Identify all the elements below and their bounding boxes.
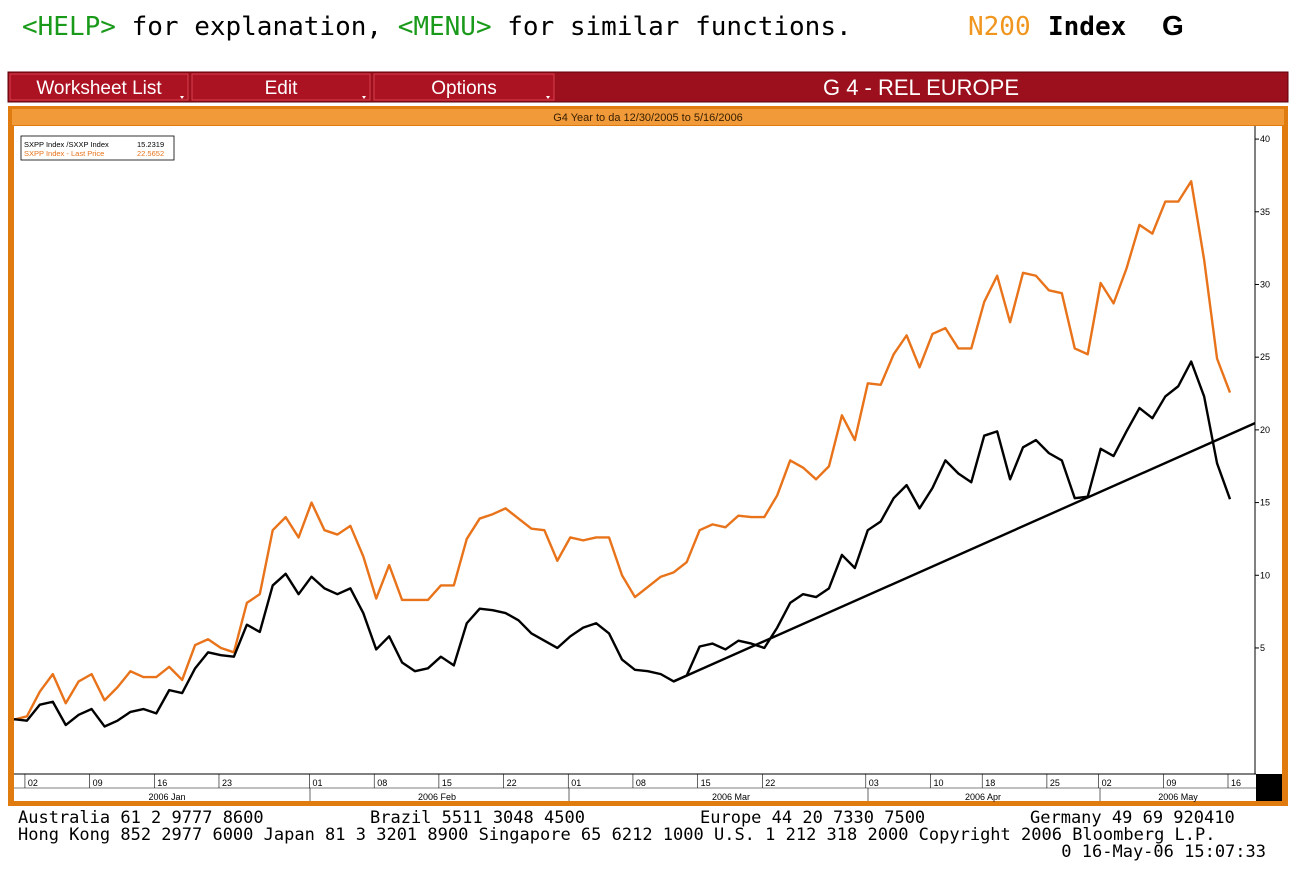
y-tick-label: 20	[1260, 425, 1270, 435]
x-tick-label: 15	[442, 778, 452, 788]
menu-button[interactable]	[191, 73, 371, 101]
yellow-key: Index	[1048, 12, 1126, 42]
help-key[interactable]: <HELP>	[22, 12, 116, 42]
menu-button-label[interactable]: Worksheet List	[36, 78, 162, 99]
trend-line	[673, 422, 1256, 683]
x-tick-label: 01	[313, 778, 323, 788]
plot: 5 10 15 20 25 30 35 40 02 09 16 23 01 08 15 22 01 08 15 22 0…	[13, 134, 1270, 802]
y-tick-label: 15	[1260, 498, 1270, 508]
y-tick-label: 30	[1260, 279, 1270, 289]
legend-value: 22.5652	[137, 149, 164, 158]
x-tick-label: 16	[157, 778, 167, 788]
month-label: 2006 Feb	[418, 792, 456, 802]
menu-text: for similar functions.	[492, 12, 852, 42]
legend	[20, 135, 175, 161]
x-tick-label: 01	[571, 778, 581, 788]
footer: Australia 61 2 9777 8600 Brazil 5511 3048…	[18, 808, 1266, 862]
x-tick-label: 02	[28, 778, 38, 788]
x-tick-label: 09	[93, 778, 103, 788]
help-line: <HELP> for explanation, <MENU> for simil…	[22, 12, 852, 42]
x-tick-label: 08	[636, 778, 646, 788]
y-tick-label: 35	[1260, 207, 1270, 217]
y-tick-label: 40	[1260, 134, 1270, 144]
x-tick-label: 03	[869, 778, 879, 788]
menu-button[interactable]	[373, 73, 555, 101]
legend-label: SXPP Index - Last Price	[24, 149, 104, 158]
timestamp: 0 16-May-06 15:07:33	[1061, 842, 1266, 862]
x-tick-label: 15	[701, 778, 711, 788]
month-label: 2006 May	[1158, 792, 1198, 802]
series-line	[13, 180, 1232, 721]
series-line	[13, 360, 1232, 728]
menu-key[interactable]: <MENU>	[398, 12, 492, 42]
legend-label: SXPP Index /SXXP Index	[24, 140, 109, 149]
month-label: 2006 Apr	[965, 792, 1001, 802]
footer-contact: Germany 49 69 920410	[1030, 808, 1235, 828]
corner-block	[1256, 774, 1282, 801]
ticker: N200	[968, 12, 1031, 42]
y-tick-label: 5	[1260, 643, 1265, 653]
chart-header	[12, 109, 1284, 125]
menu-button-label[interactable]: Edit	[265, 78, 298, 99]
footer-contact: Europe 44 20 7330 7500	[700, 808, 925, 828]
help-text: for explanation,	[116, 12, 398, 42]
x-tick-label: 08	[377, 778, 387, 788]
x-tick-label: 22	[507, 778, 517, 788]
chart-subtitle: G4 Year to da 12/30/2005 to 5/16/2006	[553, 112, 743, 124]
y-tick-label: 25	[1260, 352, 1270, 362]
menu-button-label[interactable]: Options	[431, 78, 496, 99]
menu-arrow	[362, 96, 366, 99]
x-tick-label: 09	[1166, 778, 1176, 788]
function-code: G	[1162, 10, 1184, 41]
x-tick-label: 16	[1231, 778, 1241, 788]
x-tick-label: 25	[1050, 778, 1060, 788]
legend-entries: SXPP Index /SXXP Index 15.2319 SXPP Index …	[24, 140, 164, 158]
footer-contact: Brazil 5511 3048 4500	[370, 808, 585, 828]
month-label: 2006 Mar	[712, 792, 750, 802]
x-tick-label: 18	[985, 778, 995, 788]
footer-contact: Hong Kong 852 2977 6000 Japan 81 3 3201 …	[18, 825, 1215, 845]
legend-value: 15.2319	[137, 140, 164, 149]
y-tick-label: 10	[1260, 570, 1270, 580]
x-tick-label: 02	[1102, 778, 1112, 788]
month-label: 2006 Jan	[148, 792, 185, 802]
plot-area	[14, 126, 1282, 801]
menu-buttons: Worksheet List Edit Options	[9, 73, 555, 101]
menu-button[interactable]	[9, 73, 189, 101]
menu-arrow	[180, 96, 184, 99]
screen-title: G 4 - REL EUROPE	[823, 75, 1019, 100]
footer-contact: Australia 61 2 9777 8600	[18, 808, 264, 828]
x-tick-label: 10	[933, 778, 943, 788]
x-tick-label: 23	[222, 778, 232, 788]
x-tick-label: 22	[765, 778, 775, 788]
menu-arrow	[546, 96, 550, 99]
